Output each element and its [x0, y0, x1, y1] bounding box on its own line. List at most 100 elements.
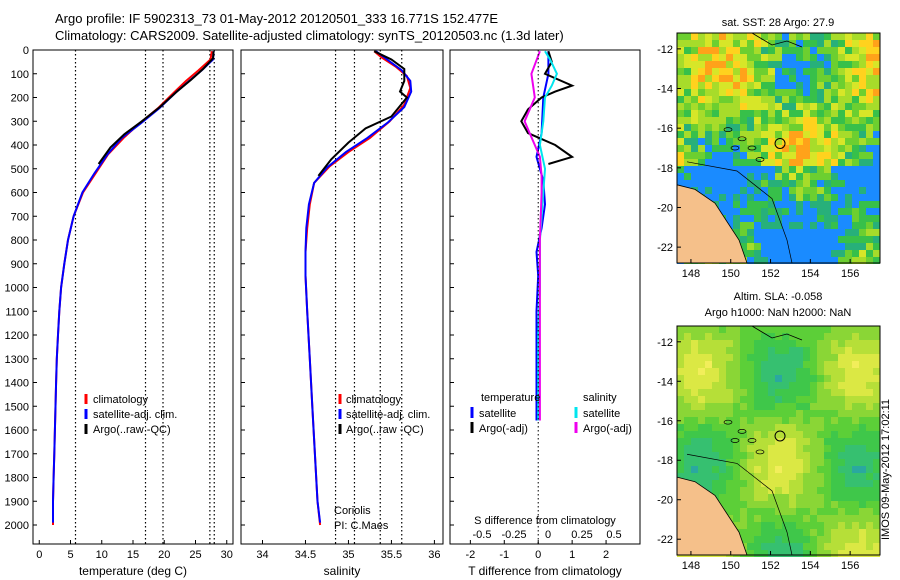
map-cell [740, 368, 747, 375]
map-cell [747, 515, 754, 522]
map-cell [719, 403, 726, 410]
map-cell [768, 124, 775, 131]
map-cell [726, 326, 733, 333]
map-cell [817, 124, 824, 131]
map-cell [859, 82, 866, 89]
map-cell [810, 375, 817, 382]
map-cell [810, 229, 817, 236]
y-tick-label: 0 [23, 45, 29, 57]
y-tick-label: 1600 [5, 425, 29, 437]
map-cell [705, 117, 712, 124]
map-cell [733, 326, 740, 333]
map-cell [789, 508, 796, 515]
map-cell [726, 347, 733, 354]
map-cell [761, 382, 768, 389]
s-tick-label: 0.5 [606, 529, 621, 541]
island-outline [755, 449, 765, 455]
map-cell [838, 159, 845, 166]
map-cell [789, 138, 796, 145]
map-cell [796, 494, 803, 501]
map-cell [719, 117, 726, 124]
map-cell [817, 340, 824, 347]
map-cell [747, 138, 754, 145]
map-cell [684, 375, 691, 382]
map-cell [775, 257, 782, 264]
map-cell [852, 145, 859, 152]
map-cell [810, 131, 817, 138]
map-cell [810, 110, 817, 117]
y-tick-label: -22 [657, 242, 673, 254]
map-cell [796, 403, 803, 410]
map-cell [824, 145, 831, 152]
map-cell [824, 222, 831, 229]
map-cell [845, 236, 852, 243]
map-cell [782, 145, 789, 152]
map-cell [733, 382, 740, 389]
map-cell [824, 361, 831, 368]
map-cell [838, 47, 845, 54]
map-cell [866, 438, 873, 445]
map-cell [831, 173, 838, 180]
map-cell [789, 403, 796, 410]
y-tick-label: 1700 [5, 449, 29, 461]
map-cell [761, 424, 768, 431]
map-cell [831, 424, 838, 431]
map-cell [824, 194, 831, 201]
map-cell [775, 166, 782, 173]
y-tick-label: 500 [11, 164, 29, 176]
map-cell [691, 347, 698, 354]
map-cell [733, 410, 740, 417]
annotation-text: Coriolis [334, 505, 371, 517]
map-cell [761, 89, 768, 96]
map-cell [677, 410, 684, 417]
map-cell [796, 180, 803, 187]
map-cell [859, 152, 866, 159]
map-cell [747, 438, 754, 445]
map-cell [845, 159, 852, 166]
map-cell [782, 138, 789, 145]
map-cell [789, 522, 796, 529]
map-cell [747, 431, 754, 438]
map-cell [852, 236, 859, 243]
map-cell [796, 410, 803, 417]
map-cell [873, 543, 880, 550]
map-cell [705, 340, 712, 347]
map-cell [824, 138, 831, 145]
map-cell [845, 473, 852, 480]
map-cell [747, 368, 754, 375]
map-cell [838, 403, 845, 410]
map-cell [817, 354, 824, 361]
map-cell [740, 445, 747, 452]
series-line [97, 51, 215, 165]
map-cell [691, 159, 698, 166]
map-cell [775, 117, 782, 124]
map-cell [803, 187, 810, 194]
map-cell [803, 410, 810, 417]
x-tick-label: 25 [189, 549, 201, 561]
y-tick-label: -12 [657, 44, 673, 56]
map-cell [810, 89, 817, 96]
map-cell [873, 459, 880, 466]
map-cell [817, 361, 824, 368]
map-cell [789, 417, 796, 424]
map-cell [873, 473, 880, 480]
map-cell [761, 54, 768, 61]
map-cell [733, 438, 740, 445]
map-cell [768, 152, 775, 159]
map-cell [712, 187, 719, 194]
map-cell [817, 75, 824, 82]
map-cell [740, 194, 747, 201]
map-cell [796, 103, 803, 110]
map-cell [845, 201, 852, 208]
map-cell [852, 417, 859, 424]
map-cell [845, 68, 852, 75]
map-cell [747, 110, 754, 117]
map-cell [873, 250, 880, 257]
map-cell [803, 89, 810, 96]
map-cell [838, 347, 845, 354]
map-cell [796, 201, 803, 208]
map-cell [726, 159, 733, 166]
legend-label: satellite-adj. clim. [93, 409, 177, 421]
map-cell [866, 382, 873, 389]
map-cell [803, 250, 810, 257]
